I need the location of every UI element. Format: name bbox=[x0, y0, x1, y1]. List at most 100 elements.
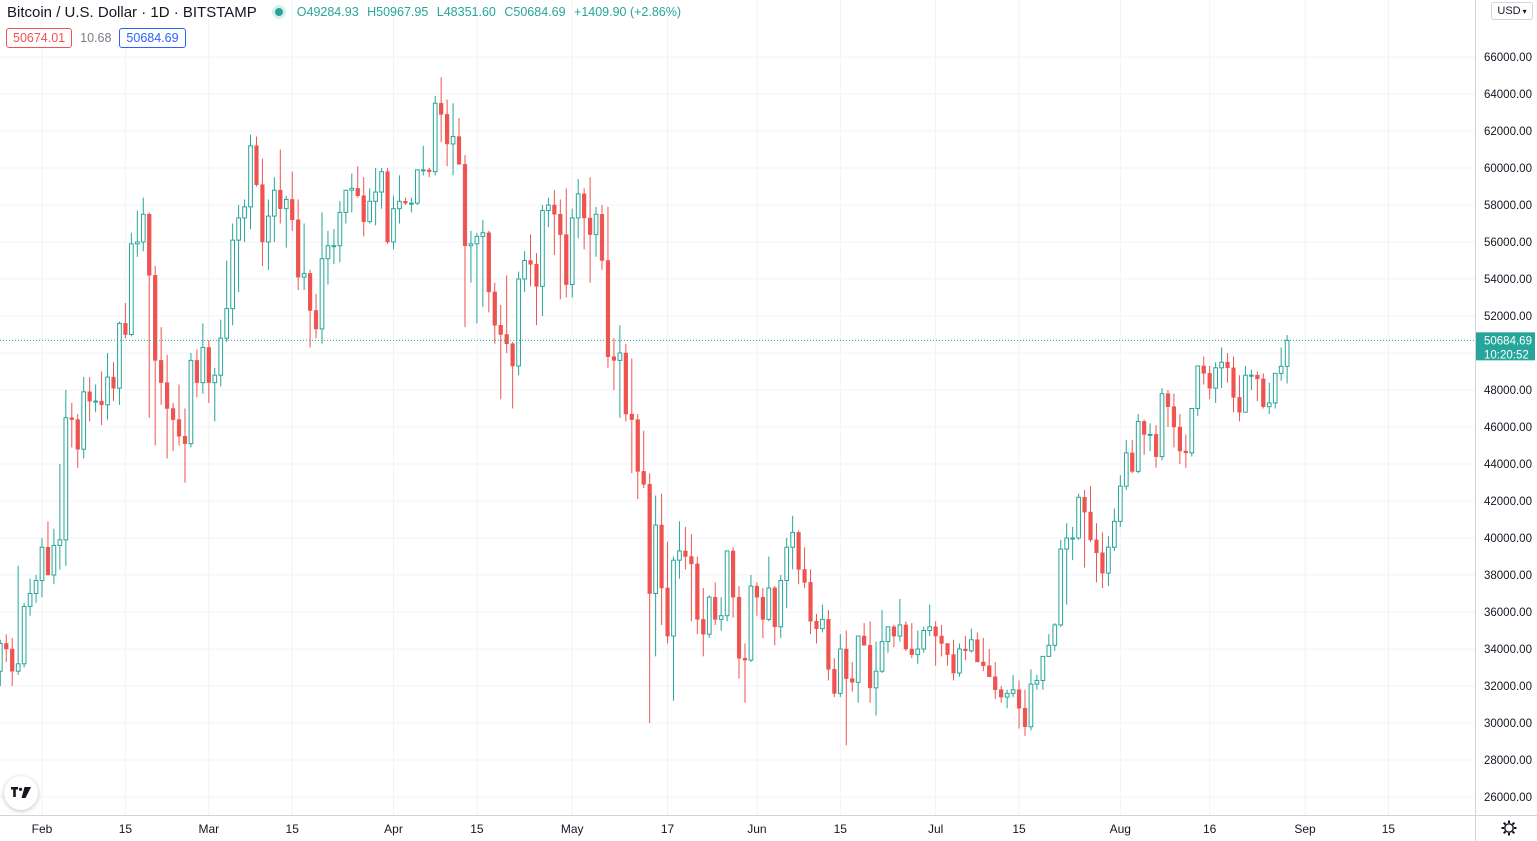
candle bbox=[134, 210, 140, 257]
candle-body bbox=[1249, 374, 1254, 377]
candle bbox=[325, 230, 331, 285]
candle-body bbox=[951, 654, 956, 674]
candle-body bbox=[957, 648, 962, 674]
candle-body bbox=[1231, 367, 1236, 398]
candle bbox=[837, 634, 843, 698]
candle-body bbox=[1266, 402, 1272, 408]
candle bbox=[927, 604, 933, 637]
candle-body bbox=[689, 556, 694, 565]
candle bbox=[1171, 393, 1177, 448]
candle-body bbox=[165, 382, 170, 409]
candle-body bbox=[498, 325, 503, 335]
candle-body bbox=[1213, 367, 1218, 389]
candle bbox=[1243, 365, 1248, 413]
candle-body bbox=[254, 145, 259, 185]
candle bbox=[462, 155, 468, 328]
candle bbox=[564, 188, 569, 298]
candle-body bbox=[933, 626, 938, 637]
y-tick-label: 56000.00 bbox=[1484, 237, 1532, 249]
candle bbox=[93, 384, 98, 413]
candle-body bbox=[748, 585, 754, 661]
candle bbox=[873, 641, 879, 716]
candle bbox=[724, 550, 730, 622]
candle bbox=[409, 197, 414, 213]
candle-body bbox=[569, 217, 575, 286]
candle bbox=[69, 402, 74, 448]
candle-body bbox=[760, 596, 765, 620]
candle-body bbox=[1195, 365, 1201, 410]
candle bbox=[450, 103, 456, 176]
candle bbox=[1201, 356, 1206, 385]
candle-body bbox=[1225, 362, 1230, 369]
candle-body bbox=[230, 239, 235, 310]
candle-body bbox=[1272, 372, 1278, 404]
candle-body bbox=[683, 550, 688, 557]
candle bbox=[641, 430, 646, 489]
candle bbox=[1266, 382, 1272, 415]
candle-body bbox=[343, 189, 349, 213]
candle bbox=[427, 168, 432, 178]
candle bbox=[891, 624, 897, 648]
candle-body bbox=[766, 587, 772, 620]
candle bbox=[736, 586, 742, 679]
candle-body bbox=[307, 273, 313, 311]
candle bbox=[516, 271, 521, 376]
candle bbox=[802, 547, 807, 588]
candle bbox=[1261, 373, 1266, 409]
candle-body bbox=[844, 648, 849, 679]
candle bbox=[51, 528, 57, 585]
candle-body bbox=[57, 539, 63, 546]
logo-mark bbox=[11, 787, 31, 798]
candle-body bbox=[271, 189, 277, 217]
candle-body bbox=[439, 103, 444, 115]
candle bbox=[117, 321, 122, 405]
candle-body bbox=[492, 291, 497, 326]
last-price-label: 50684.69 bbox=[1484, 335, 1532, 347]
symbol-title[interactable]: Bitcoin / U.S. Dollar · 1D · BITSTAMP bbox=[7, 3, 257, 21]
candle bbox=[1046, 634, 1052, 657]
candle-body bbox=[868, 645, 873, 689]
sell-price-button[interactable]: 50674.01 bbox=[6, 28, 73, 48]
gear-icon[interactable] bbox=[1500, 819, 1518, 837]
candle bbox=[355, 166, 360, 198]
candle-body bbox=[1058, 548, 1064, 626]
y-tick-label: 38000.00 bbox=[1484, 570, 1532, 582]
candle bbox=[159, 327, 164, 405]
currency-select[interactable]: USD ▾ bbox=[1491, 2, 1533, 20]
candle bbox=[689, 534, 694, 622]
candle bbox=[439, 77, 444, 143]
candle-body bbox=[891, 626, 897, 637]
candle-body bbox=[510, 343, 515, 367]
candle-body bbox=[1243, 374, 1248, 413]
candle bbox=[492, 282, 497, 344]
candle bbox=[129, 232, 134, 337]
candle bbox=[1123, 439, 1129, 490]
candle-body bbox=[945, 643, 950, 655]
candle bbox=[301, 223, 307, 291]
candle-body bbox=[33, 580, 39, 594]
candle bbox=[1082, 489, 1087, 568]
candle-body bbox=[921, 630, 927, 650]
candle bbox=[1052, 623, 1058, 651]
candle-body bbox=[897, 624, 903, 637]
y-tick-label: 54000.00 bbox=[1484, 274, 1532, 286]
candle-body bbox=[1016, 689, 1022, 709]
candle bbox=[1112, 508, 1117, 551]
candle bbox=[224, 260, 230, 342]
candle-body bbox=[450, 136, 456, 145]
gear-shape bbox=[1501, 820, 1517, 836]
candle bbox=[1153, 425, 1159, 468]
candle bbox=[1070, 526, 1076, 561]
x-tick-label: May bbox=[561, 822, 584, 836]
candle bbox=[1100, 532, 1105, 588]
candle bbox=[635, 414, 640, 500]
buy-price-button[interactable]: 50684.69 bbox=[119, 28, 186, 48]
candle-body bbox=[134, 241, 140, 245]
y-tick-label: 44000.00 bbox=[1484, 459, 1532, 471]
candle-body bbox=[200, 346, 206, 384]
candle-body bbox=[290, 199, 295, 221]
candle-body bbox=[409, 202, 414, 205]
candle-body bbox=[1106, 546, 1111, 574]
tradingview-logo-icon[interactable] bbox=[4, 776, 38, 810]
